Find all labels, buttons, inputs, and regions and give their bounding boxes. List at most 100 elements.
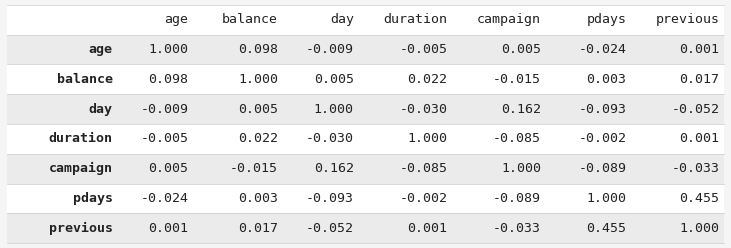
Bar xyxy=(282,64,358,94)
Bar xyxy=(282,213,358,243)
Text: age: age xyxy=(164,13,189,26)
Text: -0.002: -0.002 xyxy=(578,132,626,145)
Text: pdays: pdays xyxy=(73,192,113,205)
Bar xyxy=(193,184,282,213)
Bar xyxy=(452,184,545,213)
Bar xyxy=(193,64,282,94)
Text: -0.085: -0.085 xyxy=(493,132,541,145)
Bar xyxy=(545,64,631,94)
Bar xyxy=(358,5,452,35)
Text: -0.009: -0.009 xyxy=(306,43,354,56)
Text: duration: duration xyxy=(49,132,113,145)
Text: previous: previous xyxy=(49,222,113,235)
Text: -0.002: -0.002 xyxy=(399,192,447,205)
Bar xyxy=(358,213,452,243)
Bar xyxy=(545,94,631,124)
Bar xyxy=(193,213,282,243)
Text: previous: previous xyxy=(655,13,719,26)
Bar xyxy=(545,35,631,64)
Text: age: age xyxy=(89,43,113,56)
Text: -0.085: -0.085 xyxy=(399,162,447,175)
Bar xyxy=(452,5,545,35)
Text: day: day xyxy=(330,13,354,26)
Text: -0.024: -0.024 xyxy=(140,192,189,205)
Text: 0.017: 0.017 xyxy=(238,222,278,235)
Text: 0.001: 0.001 xyxy=(679,43,719,56)
Bar xyxy=(117,124,193,154)
Text: 0.017: 0.017 xyxy=(679,73,719,86)
Bar xyxy=(452,35,545,64)
Bar xyxy=(545,5,631,35)
Text: 0.162: 0.162 xyxy=(314,162,354,175)
Bar xyxy=(545,184,631,213)
Bar xyxy=(193,124,282,154)
Bar xyxy=(117,154,193,184)
Bar xyxy=(282,5,358,35)
Text: 0.162: 0.162 xyxy=(501,103,541,116)
Text: duration: duration xyxy=(383,13,447,26)
Text: -0.089: -0.089 xyxy=(493,192,541,205)
Bar xyxy=(358,184,452,213)
Text: -0.005: -0.005 xyxy=(140,132,189,145)
Bar xyxy=(631,5,724,35)
Text: 0.005: 0.005 xyxy=(314,73,354,86)
Bar xyxy=(7,94,117,124)
Text: -0.093: -0.093 xyxy=(578,103,626,116)
Text: 0.001: 0.001 xyxy=(148,222,189,235)
Bar xyxy=(193,154,282,184)
Bar xyxy=(282,184,358,213)
Text: -0.030: -0.030 xyxy=(399,103,447,116)
Bar xyxy=(193,94,282,124)
Bar xyxy=(7,184,117,213)
Bar xyxy=(282,94,358,124)
Bar xyxy=(7,213,117,243)
Bar xyxy=(545,213,631,243)
Text: -0.033: -0.033 xyxy=(493,222,541,235)
Text: 1.000: 1.000 xyxy=(148,43,189,56)
Bar xyxy=(358,64,452,94)
Text: 0.455: 0.455 xyxy=(679,192,719,205)
Text: 1.000: 1.000 xyxy=(679,222,719,235)
Bar xyxy=(452,64,545,94)
Bar xyxy=(7,64,117,94)
Text: -0.089: -0.089 xyxy=(578,162,626,175)
Text: -0.033: -0.033 xyxy=(671,162,719,175)
Text: 0.005: 0.005 xyxy=(501,43,541,56)
Text: campaign: campaign xyxy=(49,162,113,175)
Text: -0.052: -0.052 xyxy=(671,103,719,116)
Bar xyxy=(117,64,193,94)
Text: 0.455: 0.455 xyxy=(586,222,626,235)
Bar xyxy=(452,154,545,184)
Bar xyxy=(631,154,724,184)
Text: 1.000: 1.000 xyxy=(407,132,447,145)
Bar xyxy=(7,154,117,184)
Bar xyxy=(117,5,193,35)
Bar xyxy=(452,124,545,154)
Bar xyxy=(117,213,193,243)
Bar xyxy=(117,184,193,213)
Bar xyxy=(117,94,193,124)
Bar xyxy=(631,94,724,124)
Text: 0.005: 0.005 xyxy=(238,103,278,116)
Bar xyxy=(631,35,724,64)
Text: 1.000: 1.000 xyxy=(501,162,541,175)
Bar xyxy=(282,35,358,64)
Bar xyxy=(282,154,358,184)
Bar xyxy=(358,35,452,64)
Text: -0.015: -0.015 xyxy=(230,162,278,175)
Text: 1.000: 1.000 xyxy=(314,103,354,116)
Text: 0.098: 0.098 xyxy=(148,73,189,86)
Bar xyxy=(7,5,117,35)
Text: -0.015: -0.015 xyxy=(493,73,541,86)
Bar xyxy=(631,64,724,94)
Text: 0.022: 0.022 xyxy=(407,73,447,86)
Bar xyxy=(282,124,358,154)
Text: 0.005: 0.005 xyxy=(148,162,189,175)
Bar xyxy=(358,124,452,154)
Text: -0.009: -0.009 xyxy=(140,103,189,116)
Bar xyxy=(193,5,282,35)
Text: -0.052: -0.052 xyxy=(306,222,354,235)
Text: 0.001: 0.001 xyxy=(407,222,447,235)
Bar xyxy=(193,35,282,64)
Bar xyxy=(545,124,631,154)
